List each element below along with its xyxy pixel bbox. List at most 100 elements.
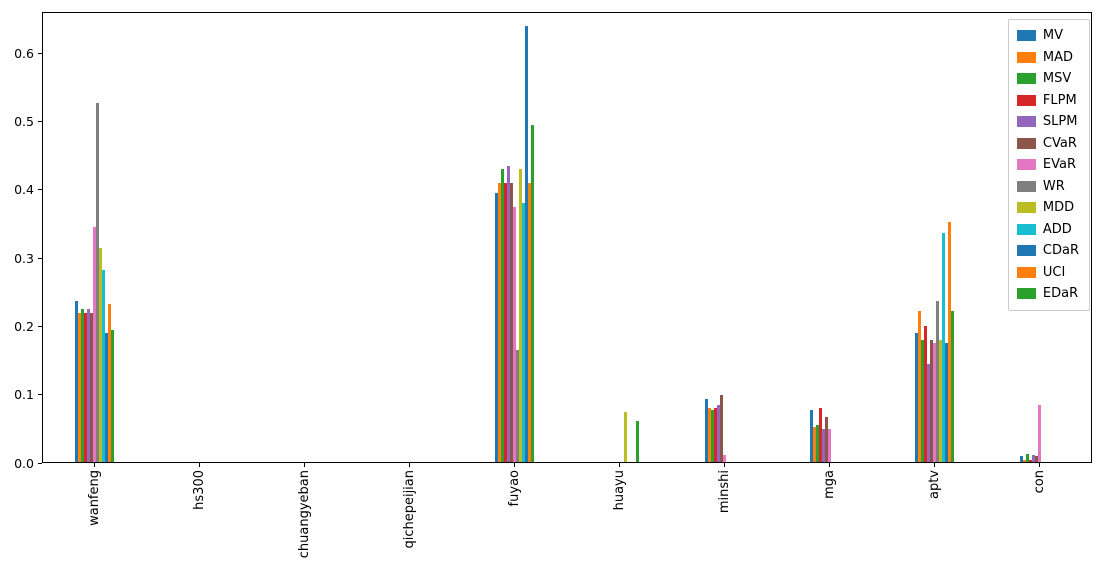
bar-FLPM-minshi [714,408,717,463]
y-tick-mark [38,189,42,191]
x-tick-label: huayu [612,470,627,511]
x-tick-mark [829,463,830,467]
x-tick-mark [934,463,935,467]
bar-group-minshi [705,12,744,463]
bar-MSV-con [1026,454,1029,463]
legend-swatch-MAD [1016,51,1036,63]
legend-label: MAD [1042,49,1074,65]
bar-FLPM-mga [819,408,822,463]
x-tick-mark [514,463,515,467]
legend-label: CVaR [1042,135,1077,151]
bar-WR-wanfeng [96,102,99,463]
bar-SLPM-aptv [927,363,930,463]
bar-group-huayu [600,12,639,463]
x-tick-mark [724,463,725,467]
legend-item-UCI: UCI [1016,262,1079,284]
legend-label: WR [1042,178,1065,194]
x-tick-mark [1039,463,1040,467]
legend: MV MAD MSV FLPM SLPM CVaR EVaR WR MDD ADD CDaR UCI E… [1007,19,1090,311]
x-tick-mark [409,463,410,467]
x-tick-label: hs300 [192,470,207,510]
legend-item-EDaR: EDaR [1016,283,1079,305]
legend-item-FLPM: FLPM [1016,90,1079,112]
y-tick-mark [38,257,42,259]
bar-MDD-aptv [939,340,942,463]
bar-MDD-fuyao [519,169,522,463]
legend-swatch-WR [1016,180,1036,192]
bar-MSV-minshi [711,410,714,463]
legend-item-MDD: MDD [1016,197,1079,219]
bar-UCI-fuyao [528,182,531,463]
bar-WR-fuyao [516,350,519,463]
bar-FLPM-aptv [924,326,927,463]
bar-SLPM-wanfeng [87,309,90,463]
bar-EVaR-mga [828,428,831,463]
bar-group-fuyao [495,12,534,463]
legend-item-ADD: ADD [1016,219,1079,241]
x-tick-label: minshi [717,470,732,514]
x-tick-mark [304,463,305,467]
x-tick-label: qichepeijian [402,470,417,549]
legend-item-SLPM: SLPM [1016,111,1079,133]
bar-FLPM-con [1029,459,1032,463]
bar-CVaR-wanfeng [90,312,93,463]
bar-MAD-aptv [918,311,921,463]
bar-UCI-aptv [948,221,951,463]
y-tick-label: 0.5 [14,113,34,129]
bar-MAD-wanfeng [78,312,81,463]
bar-MV-con [1020,456,1023,463]
y-tick-label: 0.3 [14,250,34,266]
x-tick-label: mga [822,470,837,499]
legend-item-WR: WR [1016,176,1079,198]
bar-CDaR-wanfeng [105,333,108,463]
legend-label: EDaR [1042,286,1079,302]
bar-EVaR-wanfeng [93,227,96,463]
bar-ADD-fuyao [522,203,525,463]
bar-EDaR-aptv [951,310,954,463]
legend-label: CDaR [1042,243,1079,259]
legend-swatch-EVaR [1016,159,1036,171]
legend-label: ADD [1042,221,1072,237]
bar-MV-mga [810,410,813,463]
legend-swatch-MSV [1016,73,1036,85]
legend-item-EVaR: EVaR [1016,154,1079,176]
y-tick-mark [38,52,42,54]
bar-CVaR-aptv [930,340,933,463]
bar-EDaR-fuyao [531,124,534,463]
legend-item-MV: MV [1016,25,1079,47]
bar-ADD-aptv [942,232,945,463]
bar-MV-wanfeng [75,301,78,463]
bar-FLPM-fuyao [504,182,507,463]
bar-WR-aptv [936,301,939,463]
y-tick-mark [38,325,42,327]
bar-EVaR-minshi [723,454,726,463]
legend-item-CDaR: CDaR [1016,240,1079,262]
bar-group-con [1020,12,1059,463]
legend-label: MV [1042,28,1064,44]
y-tick-label: 0.1 [14,387,34,403]
x-tick-label: fuyao [507,470,522,507]
y-tick-label: 0.4 [14,182,34,198]
legend-item-MSV: MSV [1016,68,1079,90]
legend-label: FLPM [1042,92,1077,108]
bar-EVaR-fuyao [513,206,516,463]
x-tick-mark [199,463,200,467]
bar-MV-aptv [915,333,918,463]
legend-item-MAD: MAD [1016,47,1079,69]
x-tick-label: chuangyeban [297,470,312,559]
legend-swatch-FLPM [1016,94,1036,106]
bar-group-chuangyeban [285,12,324,463]
legend-label: UCI [1042,264,1066,280]
bar-MAD-fuyao [498,182,501,463]
legend-swatch-MV [1016,30,1036,42]
bar-EVaR-con [1038,404,1041,463]
legend-swatch-EDaR [1016,288,1036,300]
x-tick-mark [94,463,95,467]
y-tick-mark [38,120,42,122]
bar-MSV-wanfeng [81,309,84,463]
x-tick-label: wanfeng [87,470,102,526]
bar-MDD-huayu [624,411,627,463]
legend-label: MSV [1042,71,1072,87]
bar-FLPM-wanfeng [84,312,87,463]
